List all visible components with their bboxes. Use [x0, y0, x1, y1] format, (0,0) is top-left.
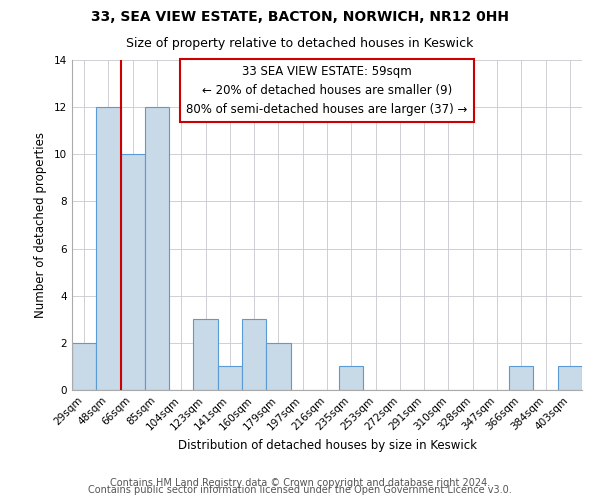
Bar: [121, 154, 145, 390]
Bar: [509, 366, 533, 390]
Text: 33, SEA VIEW ESTATE, BACTON, NORWICH, NR12 0HH: 33, SEA VIEW ESTATE, BACTON, NORWICH, NR…: [91, 10, 509, 24]
Bar: [96, 107, 121, 390]
Text: Size of property relative to detached houses in Keswick: Size of property relative to detached ho…: [127, 38, 473, 51]
Bar: [558, 366, 582, 390]
Bar: [242, 320, 266, 390]
Bar: [145, 107, 169, 390]
Bar: [72, 343, 96, 390]
X-axis label: Distribution of detached houses by size in Keswick: Distribution of detached houses by size …: [178, 438, 476, 452]
Y-axis label: Number of detached properties: Number of detached properties: [34, 132, 47, 318]
Bar: [193, 320, 218, 390]
Text: Contains public sector information licensed under the Open Government Licence v3: Contains public sector information licen…: [88, 485, 512, 495]
Text: Contains HM Land Registry data © Crown copyright and database right 2024.: Contains HM Land Registry data © Crown c…: [110, 478, 490, 488]
Text: 33 SEA VIEW ESTATE: 59sqm
← 20% of detached houses are smaller (9)
80% of semi-d: 33 SEA VIEW ESTATE: 59sqm ← 20% of detac…: [187, 65, 467, 116]
Bar: [339, 366, 364, 390]
Bar: [218, 366, 242, 390]
Bar: [266, 343, 290, 390]
